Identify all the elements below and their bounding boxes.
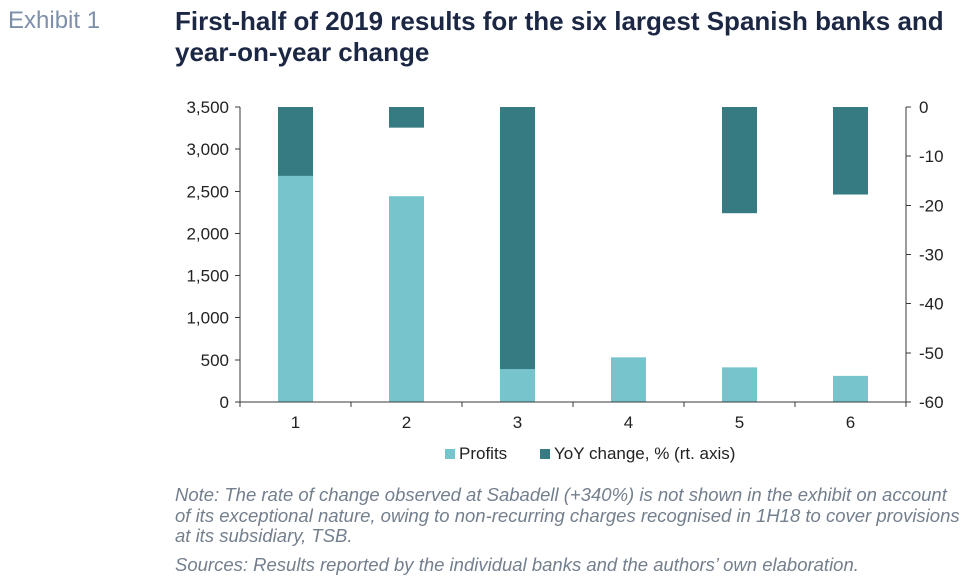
legend-item-profits: Profits [445, 444, 507, 464]
bar-chart: 0 500 1,000 1,500 2,000 2,500 3,000 3,500 -60 -50… [186, 98, 943, 432]
yoy-change-bar-5 [722, 107, 757, 214]
legend-swatch-yoy-change [540, 449, 550, 459]
left-axis-tick-label: 2,500 [186, 182, 229, 201]
note-line: at its subsidiary, TSB. [175, 525, 353, 546]
x-axis-tick-label: 4 [624, 413, 633, 432]
right-axis-tick-label: -10 [919, 147, 944, 166]
legend-label-yoy-change: YoY change, % (rt. axis) [554, 444, 736, 463]
note: Note: The rate of change observed at Sab… [175, 484, 960, 547]
legend-item-yoy-change: YoY change, % (rt. axis) [540, 444, 735, 464]
right-axis-tick-label: -30 [919, 246, 944, 265]
right-axis-tick-label: -40 [919, 295, 944, 314]
left-axis-tick-label: 500 [201, 351, 229, 370]
axes-group: 0 500 1,000 1,500 2,000 2,500 3,000 3,500 -60 -50… [186, 98, 943, 432]
x-axis-tick-label: 1 [291, 413, 300, 432]
left-axis-tick-label: 1,000 [186, 309, 229, 328]
yoy-change-bar-2 [389, 107, 424, 128]
right-axis-tick-label: 0 [919, 98, 928, 117]
note-line: Note: The rate of change observed at Sab… [175, 484, 947, 505]
left-axis-tick-label: 1,500 [186, 267, 229, 286]
yoy-change-bar-3 [500, 107, 535, 370]
left-axis-tick-label: 2,000 [186, 224, 229, 243]
right-axis-tick-label: -60 [919, 393, 944, 412]
note-line: of its exceptional nature, owing to non-… [175, 504, 960, 526]
left-axis-tick-label: 3,500 [186, 98, 229, 117]
x-axis-tick-label: 6 [846, 413, 855, 432]
right-axis-tick-label: -50 [919, 344, 944, 363]
yoy-change-bar-1 [278, 107, 313, 176]
sources: Sources: Results reported by the individ… [175, 554, 859, 575]
x-axis-tick-label: 2 [402, 413, 411, 432]
legend: Profits YoY change, % (rt. axis) [0, 444, 969, 464]
right-axis-tick-label: -20 [919, 196, 944, 215]
legend-swatch-profits [445, 449, 455, 459]
yoy-change-bar-6 [833, 107, 868, 195]
left-axis-tick-label: 0 [220, 393, 229, 412]
left-axis-tick-label: 3,000 [186, 140, 229, 159]
profits-bar-5 [722, 367, 757, 402]
profits-bar-4 [611, 357, 646, 402]
x-axis-tick-label: 5 [735, 413, 744, 432]
profits-bar-6 [833, 375, 868, 402]
exhibit-label: Exhibit 1 [8, 7, 101, 34]
x-axis-tick-label: 3 [513, 413, 522, 432]
profits-bar-2 [389, 196, 424, 402]
chart-title: First-half of 2019 results for the six l… [175, 6, 944, 67]
legend-label-profits: Profits [459, 444, 508, 463]
bars-group [278, 107, 868, 402]
